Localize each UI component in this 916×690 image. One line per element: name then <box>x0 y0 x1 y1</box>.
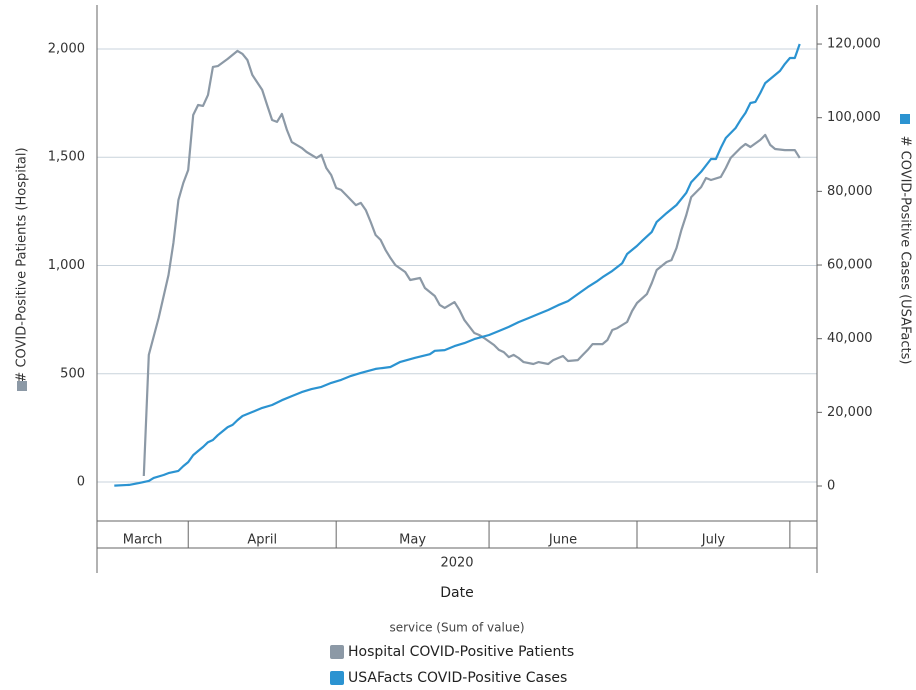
y-tick-label: 500 <box>60 366 85 381</box>
y-tick-label: 1,000 <box>48 258 85 273</box>
legend-swatch <box>330 645 344 659</box>
x-axis-title: Date <box>440 585 473 601</box>
y2-axis-title-swatch <box>900 114 910 124</box>
legend-title: service (Sum of value) <box>389 621 524 635</box>
y-tick-label: 1,500 <box>48 150 85 165</box>
y2-tick-label: 40,000 <box>827 331 873 346</box>
x-band-label: March <box>123 533 163 548</box>
legend-label: Hospital COVID-Positive Patients <box>348 644 574 660</box>
x-group-label: 2020 <box>440 556 473 571</box>
y2-tick-label: 60,000 <box>827 258 873 273</box>
series-line <box>142 49 801 477</box>
legend-swatch <box>330 671 344 685</box>
legend-label: USAFacts COVID-Positive Cases <box>348 670 567 686</box>
x-band-label: July <box>701 533 726 548</box>
y-tick-label: 2,000 <box>48 41 85 56</box>
y2-axis-title: # COVID-Positive Cases (USAFacts) <box>898 114 913 364</box>
x-band-label: June <box>548 533 577 548</box>
y-axis-title-text: # COVID-Positive Patients (Hospital) <box>15 147 30 382</box>
y2-tick-label: 20,000 <box>827 405 873 420</box>
y-axis-title: # COVID-Positive Patients (Hospital) <box>15 147 30 391</box>
y2-tick-label: 100,000 <box>827 110 881 125</box>
y-axis-title-swatch <box>17 381 27 391</box>
y2-axis-title-text: # COVID-Positive Cases (USAFacts) <box>898 136 913 365</box>
x-band-label: May <box>399 533 426 548</box>
series-line <box>114 43 801 487</box>
y-tick-label: 0 <box>77 475 85 490</box>
x-band-label: April <box>247 533 277 548</box>
y2-tick-label: 80,000 <box>827 184 873 199</box>
y2-tick-label: 0 <box>827 479 835 494</box>
y2-tick-label: 120,000 <box>827 37 881 52</box>
